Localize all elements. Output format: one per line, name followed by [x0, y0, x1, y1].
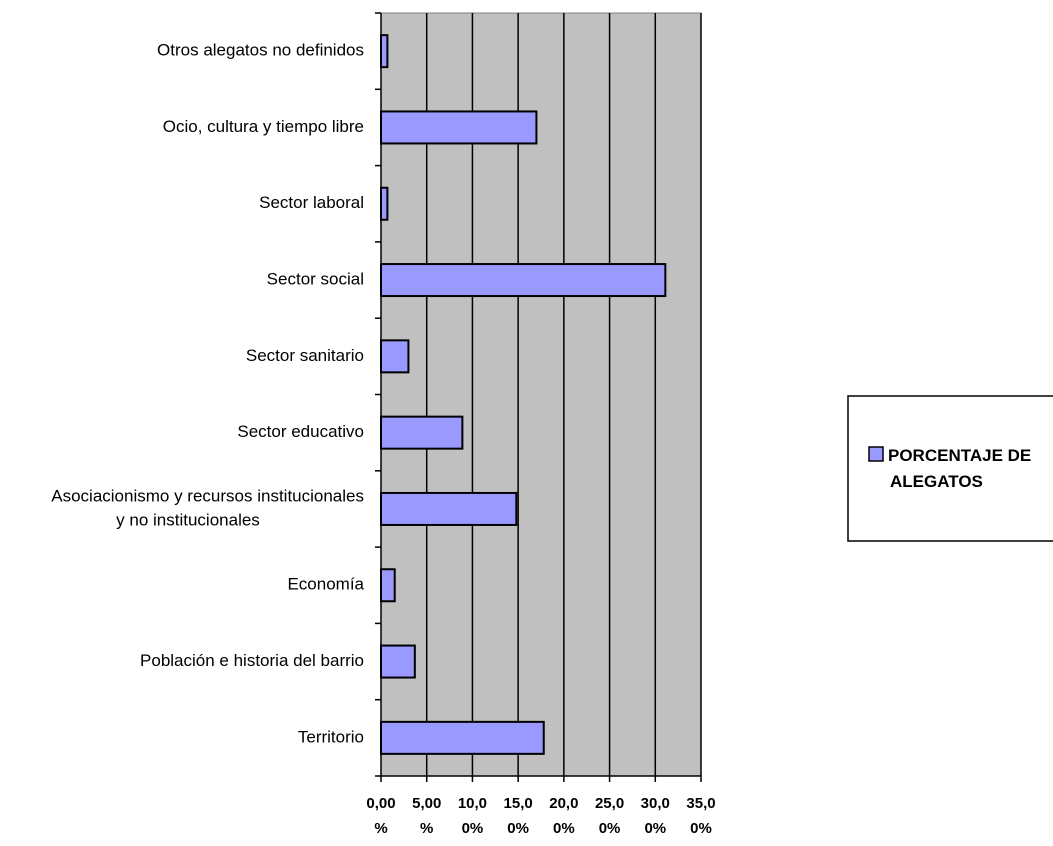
category-label: Territorio — [298, 727, 364, 746]
category-label-line: Territorio — [298, 727, 364, 746]
category-label-line: Asociacionismo y recursos institucionale… — [51, 486, 364, 505]
category-label-line: y no institucionales — [116, 510, 260, 529]
category-label: Economía — [287, 575, 364, 594]
bar — [380, 644, 416, 679]
legend-swatch — [868, 446, 884, 462]
category-label: Otros alegatos no definidos — [157, 41, 364, 60]
x-tick-labels: 0,00 %5,00 %10,0 0%15,0 0%20,0 0%25,0 0%30,0 0%… — [366, 795, 715, 837]
x-tick-label-line: 35,0 — [686, 795, 715, 812]
category-label: Asociacionismo y recursos institucionale… — [51, 486, 364, 529]
category-label-line: Sector laboral — [259, 193, 364, 212]
x-tick-label-line: 15,0 — [504, 795, 533, 812]
bar — [380, 415, 464, 450]
x-tick-label: 5,00% — [412, 795, 441, 837]
x-tick-label: 35,0 0% — [686, 795, 715, 837]
x-tick-label: 30,0 0% — [641, 795, 670, 837]
category-label: Población e historia del barrio — [140, 651, 364, 670]
x-tick-label-line: 0,00 — [366, 795, 395, 812]
x-tick-label-line: 0% — [644, 820, 666, 837]
x-tick-label: 0,00% — [366, 795, 395, 837]
bar — [380, 568, 396, 603]
bar — [380, 720, 545, 755]
bar — [380, 34, 389, 69]
bar — [380, 339, 410, 374]
category-label: Sector laboral — [259, 193, 364, 212]
category-label-line: Otros alegatos no definidos — [157, 41, 364, 60]
category-label-line: Ocio, cultura y tiempo libre — [163, 117, 364, 136]
legend-label: PORCENTAJE DE ALEGATOS — [888, 446, 1036, 491]
bars — [380, 34, 667, 755]
x-tick-label-line: 20,0 — [549, 795, 578, 812]
category-label: Sector educativo — [237, 422, 364, 441]
legend-label-line-1: PORCENTAJE DE — [888, 446, 1031, 465]
x-tick-label-line: % — [420, 820, 433, 837]
category-label-line: Población e historia del barrio — [140, 651, 364, 670]
axes — [375, 12, 702, 782]
x-tick-label-line: 30,0 — [641, 795, 670, 812]
bar — [380, 110, 538, 145]
category-label-line: Sector social — [267, 270, 364, 289]
category-label-line: Sector educativo — [237, 422, 364, 441]
x-tick-label-line: 0% — [599, 820, 621, 837]
category-label: Sector sanitario — [246, 346, 364, 365]
x-tick-label-line: 25,0 — [595, 795, 624, 812]
x-tick-label: 25,0 0% — [595, 795, 624, 837]
category-label-line: Sector sanitario — [246, 346, 364, 365]
category-labels: Territorio Población e historia del barri… — [51, 41, 364, 747]
legend-box — [847, 395, 1053, 542]
x-tick-label-line: % — [374, 820, 387, 837]
x-tick-label-line: 0% — [690, 820, 712, 837]
legend: PORCENTAJE DE ALEGATOS — [847, 395, 1053, 542]
x-tick-label-line: 0% — [507, 820, 529, 837]
bar — [380, 263, 667, 298]
x-tick-label: 10,0 0% — [458, 795, 487, 837]
x-tick-label: 15,0 0% — [504, 795, 533, 837]
category-label: Ocio, cultura y tiempo libre — [163, 117, 364, 136]
bar — [380, 186, 389, 221]
x-tick-label-line: 0% — [462, 820, 484, 837]
legend-label-line-2: ALEGATOS — [890, 472, 983, 491]
x-tick-label-line: 10,0 — [458, 795, 487, 812]
x-tick-label-line: 5,00 — [412, 795, 441, 812]
category-label-line: Economía — [287, 575, 364, 594]
bar — [380, 491, 518, 526]
category-label: Sector social — [267, 270, 364, 289]
x-tick-label-line: 0% — [553, 820, 575, 837]
x-tick-label: 20,0 0% — [549, 795, 578, 837]
